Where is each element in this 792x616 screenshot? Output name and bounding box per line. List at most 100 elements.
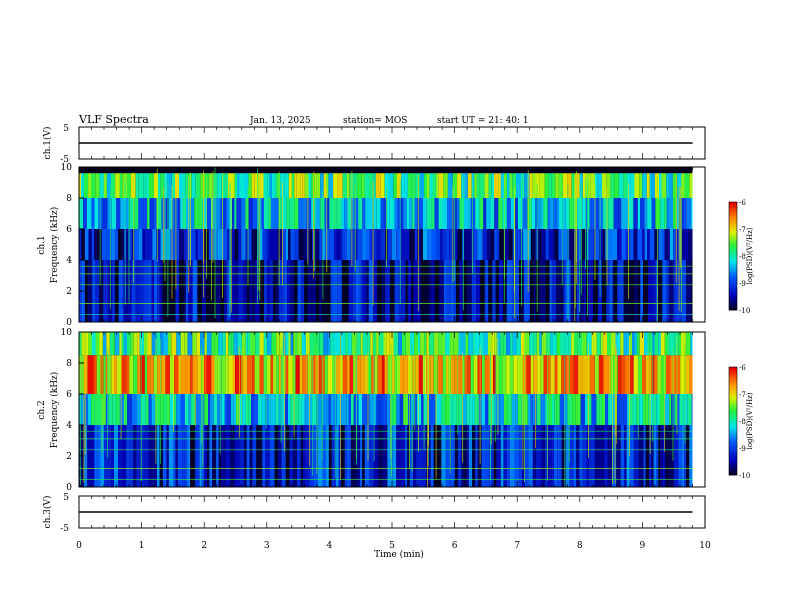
ch1-spectrogram-cell	[494, 229, 498, 260]
ch2-colorbar-tick: -7	[739, 391, 746, 399]
ch2-spectrogram-cell	[199, 425, 202, 487]
ch1-spectrogram-cell	[609, 198, 614, 229]
ch2-spectrogram-cell	[184, 425, 188, 487]
ch1-spectrogram-cell	[234, 229, 239, 260]
ch2-spectrogram-cell	[564, 332, 569, 356]
ch2-spectrogram-cell	[649, 332, 652, 356]
ch2-spectrogram-cell	[195, 394, 200, 425]
ch1-voltage-ylabel: ch.1(V)	[42, 127, 53, 160]
ch2-spectrogram-cell	[376, 394, 381, 425]
ch1-spectrogram-cell	[630, 173, 635, 198]
ch2-colorbar-swatch	[729, 367, 737, 370]
ch2-spectrogram-cell	[608, 355, 611, 395]
ch1-spectrogram-cell	[243, 260, 247, 322]
ch2-spectrogram-cell	[633, 355, 639, 395]
ch2-spectrogram-cell	[536, 425, 541, 487]
ch2-spectrogram-cell	[331, 425, 337, 487]
ch1-colorbar-swatch	[729, 302, 737, 305]
ch2-spectrogram-cell	[650, 394, 654, 425]
ch2-spectrogram-cell	[226, 425, 231, 487]
ch2-spectrogram-cell	[643, 425, 646, 487]
ch2-spectrogram-cell	[593, 332, 597, 356]
ch2-spectrogram-cell	[111, 425, 114, 487]
ch1-colorbar-swatch	[729, 250, 737, 253]
ch2-spectrogram-cell	[276, 332, 280, 356]
ch2-spectrogram-cell	[392, 394, 397, 425]
ch2-spectrogram-cell	[401, 425, 406, 487]
ch2-spectrogram-cell	[551, 425, 554, 487]
ch2-spectrogram-cell	[276, 355, 279, 395]
ch2-spectrogram-cell	[400, 355, 404, 395]
ch1-spectrogram-cell	[191, 229, 196, 260]
ch2-spectrogram-cell	[305, 355, 308, 395]
ch2-spectrogram-cell	[660, 332, 665, 356]
ch1-spectrogram-cell	[514, 260, 519, 322]
ch2-spectrogram-cell	[586, 332, 592, 356]
ch2-spectrogram-cell	[649, 425, 652, 487]
ch1-spectrogram-cell	[337, 260, 342, 322]
ch2-ytick-label: 4	[66, 421, 72, 431]
ch1-spectrogram-cell	[321, 260, 326, 322]
ch1-spectrogram-cell	[103, 260, 108, 322]
ch1-spectrogram-cell	[582, 173, 586, 198]
ch1-spectrogram-cell	[647, 229, 650, 260]
ch1-spectrogram-cell	[185, 260, 189, 322]
ch1-spectrogram-cell	[651, 198, 656, 229]
ch1-spectrogram-cell	[239, 173, 245, 198]
ch1-spectrogram-cell	[185, 173, 189, 198]
ch1-spectrogram-cell	[241, 198, 246, 229]
ch1-spectrogram-cell	[482, 229, 488, 260]
ch2-spectrogram-cell	[235, 355, 240, 395]
ch2-spectrogram-cell	[152, 425, 157, 487]
ch2-spectrogram-cell	[530, 355, 534, 395]
ch2-spectrogram-cell	[239, 425, 245, 487]
ch1-spectrogram-cell	[179, 229, 184, 260]
ch1-spectrogram-cell	[691, 260, 693, 322]
ch1-spectrogram-cell	[145, 229, 149, 260]
ch1-spectrogram-cell	[562, 198, 566, 229]
ch1-spectrogram-cell	[634, 173, 640, 198]
ch2-spectrogram-cell	[594, 355, 599, 395]
ch1-spectrogram-cell	[95, 173, 100, 198]
ch2-spectrogram-cell	[284, 394, 288, 425]
ch2-spectrogram-cell	[464, 425, 467, 487]
ch2-spectrogram-cell	[376, 332, 379, 356]
ch1-spectrogram-cell	[524, 173, 527, 198]
ch2-spectrogram-cell	[527, 394, 531, 425]
ch1-spectrogram-cell	[138, 260, 144, 322]
ch1-spectrogram-cell	[666, 198, 670, 229]
ch1-spectrogram-cell	[563, 229, 568, 260]
ch1-spectrogram-cell	[99, 173, 104, 198]
ch1-spectrogram-cell	[494, 173, 499, 198]
ch1-spectrogram-cell	[387, 229, 392, 260]
ch1-spectrogram-cell	[391, 229, 397, 260]
ch2-colorbar-label: log(PSD)(V²/Hz)	[746, 392, 754, 449]
ch2-spectrogram-cell	[511, 394, 516, 425]
ch2-spectrogram-cell	[81, 332, 86, 356]
ch1-spectrogram-cell	[500, 173, 505, 198]
ch2-colorbar-swatch	[729, 447, 737, 450]
ch2-spectrogram-cell	[374, 355, 378, 395]
ch2-spectrogram-cell	[140, 355, 145, 395]
ch2-spectrogram-cell	[393, 332, 399, 356]
ch1-spectrogram-cell	[590, 173, 595, 198]
ch1-spectrogram-cell	[519, 260, 522, 322]
ch1-spectrogram-cell	[290, 229, 295, 260]
ch2-spectrogram-cell	[133, 425, 137, 487]
ch2-spectrogram-cell	[275, 394, 279, 425]
ch1-spectrogram-cell	[143, 173, 146, 198]
ch1-spectrogram-cell	[453, 260, 457, 322]
ch2-spectrogram-cell	[545, 425, 548, 487]
ch1-spectrogram-cell	[587, 198, 590, 229]
ch1-spectrogram-cell	[681, 229, 685, 260]
ch2-spectrogram-cell	[546, 332, 551, 356]
ch1-spectrogram-cell	[426, 198, 432, 229]
ch1-spectrogram-cell	[260, 229, 263, 260]
ch1-spectrogram-cell	[419, 173, 425, 198]
ch2-spectrogram-cell	[627, 394, 630, 425]
ch2-spectrogram-cell	[364, 425, 370, 487]
ch1-spectrogram-cell	[550, 198, 554, 229]
ch2-spectrogram-cell	[111, 355, 114, 395]
ch1-spectrogram-cell	[88, 173, 92, 198]
